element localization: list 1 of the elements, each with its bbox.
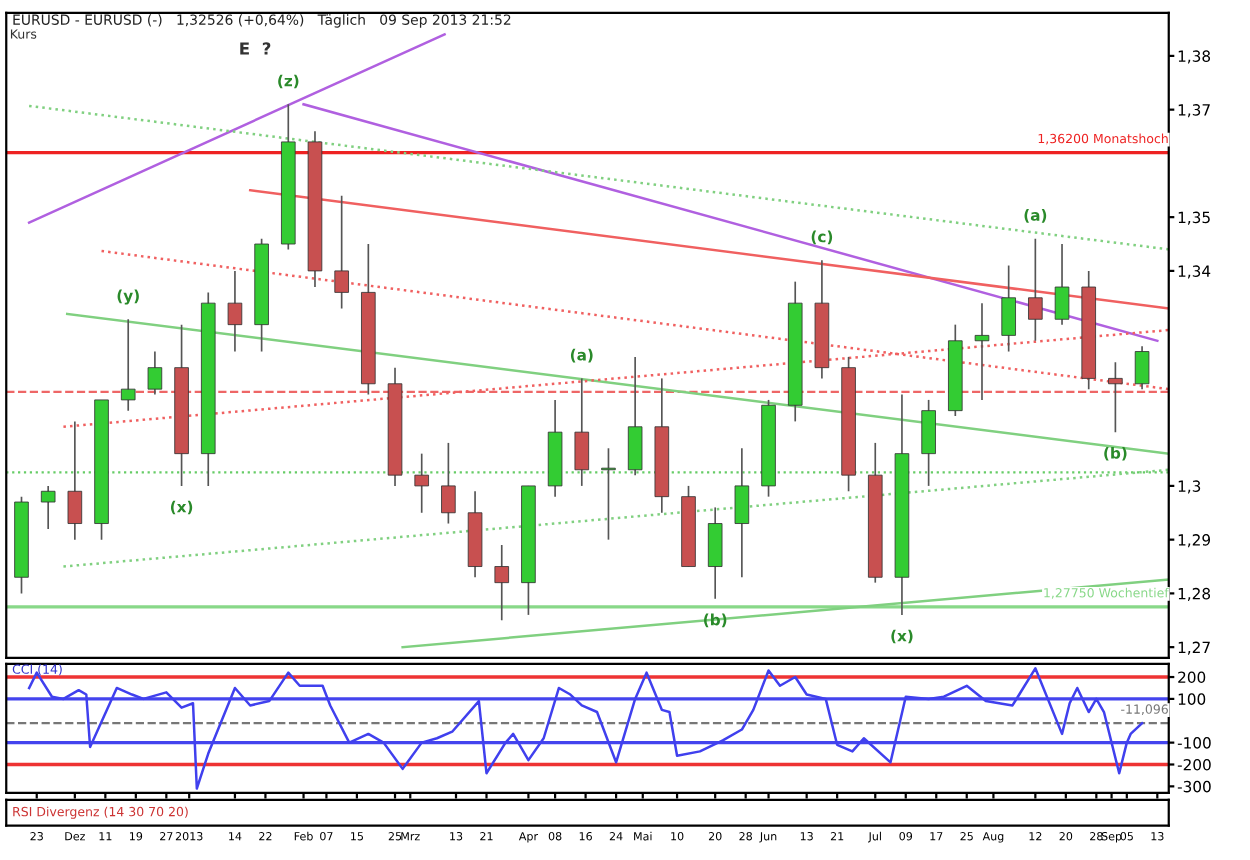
- annotation: E ?: [240, 42, 271, 55]
